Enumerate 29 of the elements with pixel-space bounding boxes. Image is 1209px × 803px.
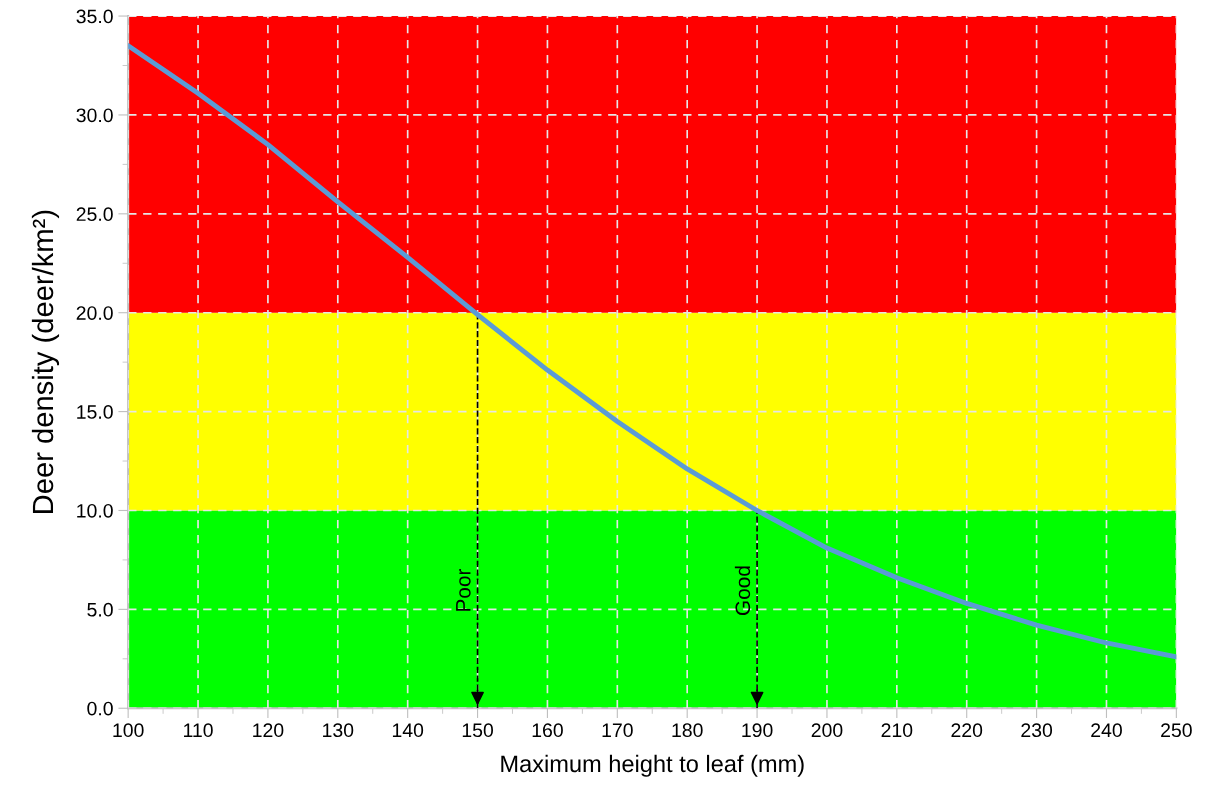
y-tick-label: 35.0 bbox=[76, 9, 113, 24]
x-tick-label: 120 bbox=[253, 723, 284, 738]
x-tick-label: 230 bbox=[1021, 723, 1053, 738]
x-tick-label: 210 bbox=[881, 723, 913, 738]
x-tick-label: 140 bbox=[392, 723, 424, 738]
x-tick-label: 240 bbox=[1091, 723, 1122, 738]
x-tick-label: 130 bbox=[323, 723, 354, 738]
line-series bbox=[128, 43, 1177, 660]
ref-line-label: Good bbox=[734, 566, 751, 616]
x-tick-label: 200 bbox=[811, 723, 843, 738]
x-tick-label: 160 bbox=[532, 723, 563, 738]
x-tick-label: 180 bbox=[672, 723, 703, 738]
x-tick-label: 110 bbox=[184, 723, 213, 738]
y-tick-label: 10.0 bbox=[77, 503, 113, 518]
y-axis-title: Deer density (deer/km²) bbox=[31, 210, 60, 513]
x-tick-label: 190 bbox=[742, 723, 773, 738]
y-tick-label: 0.0 bbox=[87, 701, 113, 716]
y-tick-label: 5.0 bbox=[87, 602, 113, 617]
y-tick-label: 20.0 bbox=[76, 306, 113, 320]
y-tick-label: 30.0 bbox=[76, 108, 113, 123]
x-axis-title: Maximum height to leaf (mm) bbox=[501, 754, 804, 777]
x-tick-label: 100 bbox=[113, 723, 144, 738]
x-tick-label: 250 bbox=[1161, 723, 1192, 738]
ref-line-label: Poor bbox=[456, 568, 471, 611]
y-tick-label: 15.0 bbox=[77, 405, 113, 419]
x-tick-label: 220 bbox=[951, 723, 983, 738]
x-tick-label: 150 bbox=[462, 723, 494, 738]
y-tick-label: 25.0 bbox=[76, 207, 113, 222]
x-tick-label: 170 bbox=[602, 723, 633, 738]
